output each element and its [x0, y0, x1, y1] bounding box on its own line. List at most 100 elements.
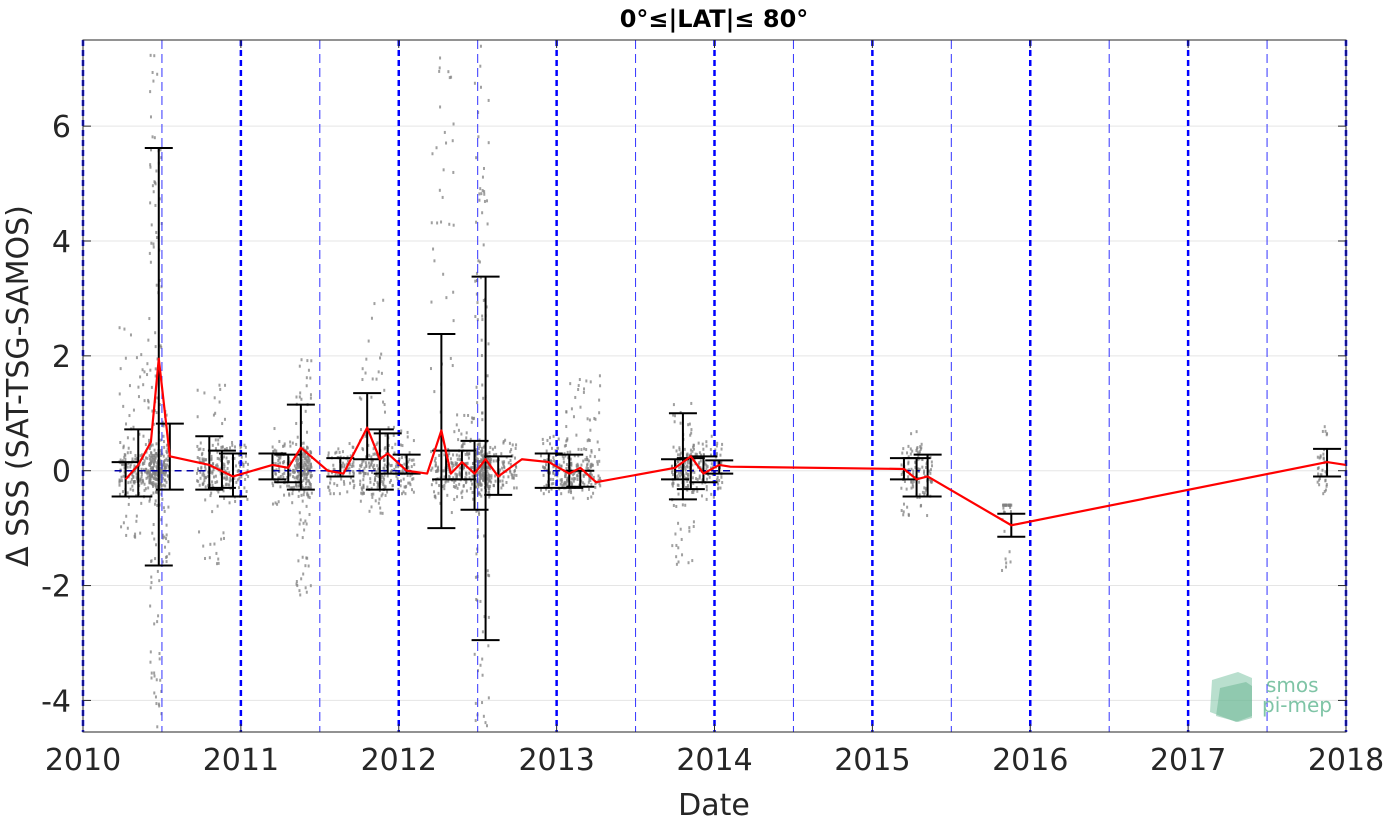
- scatter-point: [474, 314, 477, 318]
- scatter-point: [149, 163, 152, 167]
- scatter-point: [272, 450, 275, 454]
- scatter-point: [486, 222, 489, 226]
- scatter-point: [199, 441, 202, 445]
- scatter-point: [219, 387, 222, 391]
- scatter-point: [296, 464, 299, 468]
- scatter-point: [156, 72, 159, 76]
- scatter-point: [148, 499, 151, 503]
- scatter-point: [474, 466, 477, 470]
- scatter-point: [238, 461, 241, 465]
- scatter-point: [581, 481, 584, 485]
- scatter-point: [167, 540, 170, 544]
- scatter-point: [478, 442, 481, 446]
- scatter-point: [309, 396, 312, 400]
- scatter-point: [132, 437, 135, 441]
- scatter-point: [489, 445, 492, 449]
- scatter-point: [901, 470, 904, 474]
- scatter-point: [490, 476, 493, 480]
- scatter-point: [433, 490, 436, 494]
- scatter-point: [329, 481, 332, 485]
- scatter-point: [671, 469, 674, 473]
- scatter-point: [565, 481, 568, 485]
- scatter-point: [162, 483, 165, 487]
- scatter-point: [231, 443, 234, 447]
- scatter-point: [487, 485, 490, 489]
- scatter-point: [677, 546, 680, 550]
- scatter-point: [359, 482, 362, 486]
- scatter-point: [479, 85, 482, 89]
- scatter-point: [151, 135, 154, 139]
- scatter-point: [476, 450, 479, 454]
- scatter-point: [510, 448, 513, 452]
- scatter-point: [129, 333, 132, 337]
- scatter-point: [209, 542, 212, 546]
- scatter-point: [244, 477, 247, 481]
- scatter-point: [393, 467, 396, 471]
- scatter-point: [383, 470, 386, 474]
- scatter-point: [916, 458, 919, 462]
- scatter-point: [461, 489, 464, 493]
- scatter-point: [922, 471, 925, 475]
- scatter-point: [441, 485, 444, 489]
- scatter-point: [204, 498, 207, 502]
- error-bar: [218, 452, 247, 498]
- scatter-point: [383, 473, 386, 477]
- scatter-point: [478, 198, 481, 202]
- scatter-point: [377, 483, 380, 487]
- scatter-point: [119, 367, 122, 371]
- scatter-point: [705, 497, 708, 501]
- scatter-point: [590, 449, 593, 453]
- scatter-point: [596, 460, 599, 464]
- scatter-point: [552, 456, 555, 460]
- scatter-point: [202, 481, 205, 485]
- scatter-point: [430, 468, 433, 472]
- scatter-point: [360, 486, 363, 490]
- scatter-point: [239, 464, 242, 468]
- scatter-point: [549, 459, 552, 463]
- scatter-point: [139, 477, 142, 481]
- scatter-point: [678, 466, 681, 470]
- scatter-point: [924, 486, 927, 490]
- scatter-point: [217, 490, 220, 494]
- scatter-point: [596, 462, 599, 466]
- scatter-point: [456, 486, 459, 490]
- scatter-point: [163, 445, 166, 449]
- scatter-point: [298, 473, 301, 477]
- scatter-point: [209, 494, 212, 498]
- scatter-point: [410, 465, 413, 469]
- scatter-point: [309, 475, 312, 479]
- scatter-point: [586, 417, 589, 421]
- scatter-point: [448, 474, 451, 478]
- scatter-point: [561, 454, 564, 458]
- scatter-point: [433, 494, 436, 498]
- scatter-point: [332, 463, 335, 467]
- scatter-point: [307, 495, 310, 499]
- scatter-point: [303, 451, 306, 455]
- scatter-point: [307, 493, 310, 497]
- scatter-point: [148, 454, 151, 458]
- scatter-point: [482, 166, 485, 170]
- scatter-point: [915, 447, 918, 451]
- scatter-point: [305, 482, 308, 486]
- scatter-point: [370, 316, 373, 320]
- scatter-point: [362, 470, 365, 474]
- scatter-point: [476, 401, 479, 405]
- scatter-point: [543, 466, 546, 470]
- scatter-point: [371, 470, 374, 474]
- scatter-point: [480, 483, 483, 487]
- scatter-point: [140, 467, 143, 471]
- scatter-point: [141, 368, 144, 372]
- scatter-point: [490, 457, 493, 461]
- scatter-point: [365, 455, 368, 459]
- scatter-point: [283, 471, 286, 475]
- scatter-point: [376, 485, 379, 489]
- scatter-point: [715, 444, 718, 448]
- scatter-point: [126, 465, 129, 469]
- scatter-point: [196, 415, 199, 419]
- scatter-point: [216, 465, 219, 469]
- scatter-point: [299, 518, 302, 522]
- scatter-point: [121, 463, 124, 467]
- scatter-point: [412, 439, 415, 443]
- scatter-point: [143, 482, 146, 486]
- scatter-point: [686, 461, 689, 465]
